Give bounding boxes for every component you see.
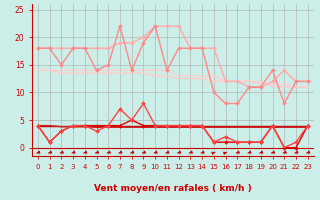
X-axis label: Vent moyen/en rafales ( km/h ): Vent moyen/en rafales ( km/h ) <box>94 184 252 193</box>
